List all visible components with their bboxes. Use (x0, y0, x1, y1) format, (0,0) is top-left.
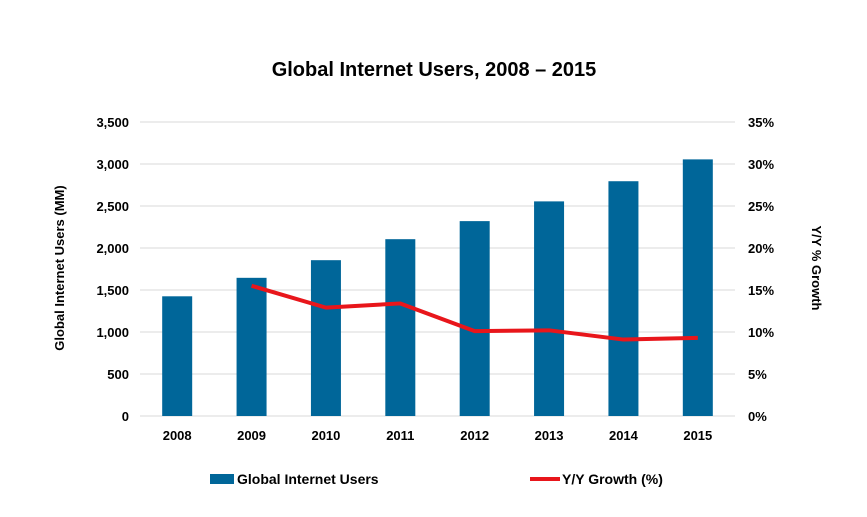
y2-tick-label: 25% (748, 199, 774, 214)
y2-axis-title: Y/Y % Growth (809, 226, 824, 311)
x-tick-label: 2012 (460, 428, 489, 443)
chart-title: Global Internet Users, 2008 – 2015 (272, 59, 597, 81)
y-tick-label: 3,000 (96, 157, 129, 172)
left-axis-ticks: 0 500 1,000 1,500 2,000 2,500 3,000 3,500 (96, 115, 129, 424)
x-tick-label: 2014 (609, 428, 639, 443)
legend: Global Internet Users Y/Y Growth (%) (210, 471, 663, 487)
bar-2015 (682, 159, 713, 416)
y2-tick-label: 0% (748, 409, 767, 424)
bar-2009 (236, 277, 267, 416)
y2-tick-label: 10% (748, 325, 774, 340)
y2-tick-label: 35% (748, 115, 774, 130)
bar-2008 (162, 296, 193, 416)
x-tick-label: 2010 (311, 428, 340, 443)
y-tick-label: 1,500 (96, 283, 129, 298)
y2-tick-label: 5% (748, 367, 767, 382)
y-axis-title: Global Internet Users (MM) (52, 185, 67, 350)
legend-line-label: Y/Y Growth (%) (562, 471, 663, 487)
y2-tick-label: 30% (748, 157, 774, 172)
bar-2012 (459, 221, 490, 416)
y-tick-label: 2,000 (96, 241, 129, 256)
y-tick-label: 1,000 (96, 325, 129, 340)
x-tick-label: 2008 (163, 428, 192, 443)
x-tick-label: 2011 (386, 428, 414, 443)
x-tick-label: 2013 (535, 428, 564, 443)
bar-2014 (608, 181, 639, 416)
x-axis-ticks: 2008 2009 2010 2011 2012 2013 2014 2015 (163, 428, 713, 443)
x-tick-label: 2015 (683, 428, 712, 443)
y-tick-label: 0 (122, 409, 129, 424)
y2-tick-label: 20% (748, 241, 774, 256)
y-tick-label: 500 (107, 367, 129, 382)
right-axis-ticks: 0% 5% 10% 15% 20% 25% 30% 35% (748, 115, 774, 424)
legend-bar-label: Global Internet Users (237, 471, 379, 487)
bar-2010 (310, 260, 341, 416)
line-series (250, 283, 698, 342)
x-tick-label: 2009 (237, 428, 266, 443)
bar-series (162, 159, 713, 416)
bar-2011 (385, 239, 416, 416)
bar-2013 (534, 201, 565, 416)
legend-bar-swatch (210, 474, 234, 484)
gridlines (140, 121, 735, 417)
y-tick-label: 3,500 (96, 115, 129, 130)
y2-tick-label: 15% (748, 283, 774, 298)
y-tick-label: 2,500 (96, 199, 129, 214)
